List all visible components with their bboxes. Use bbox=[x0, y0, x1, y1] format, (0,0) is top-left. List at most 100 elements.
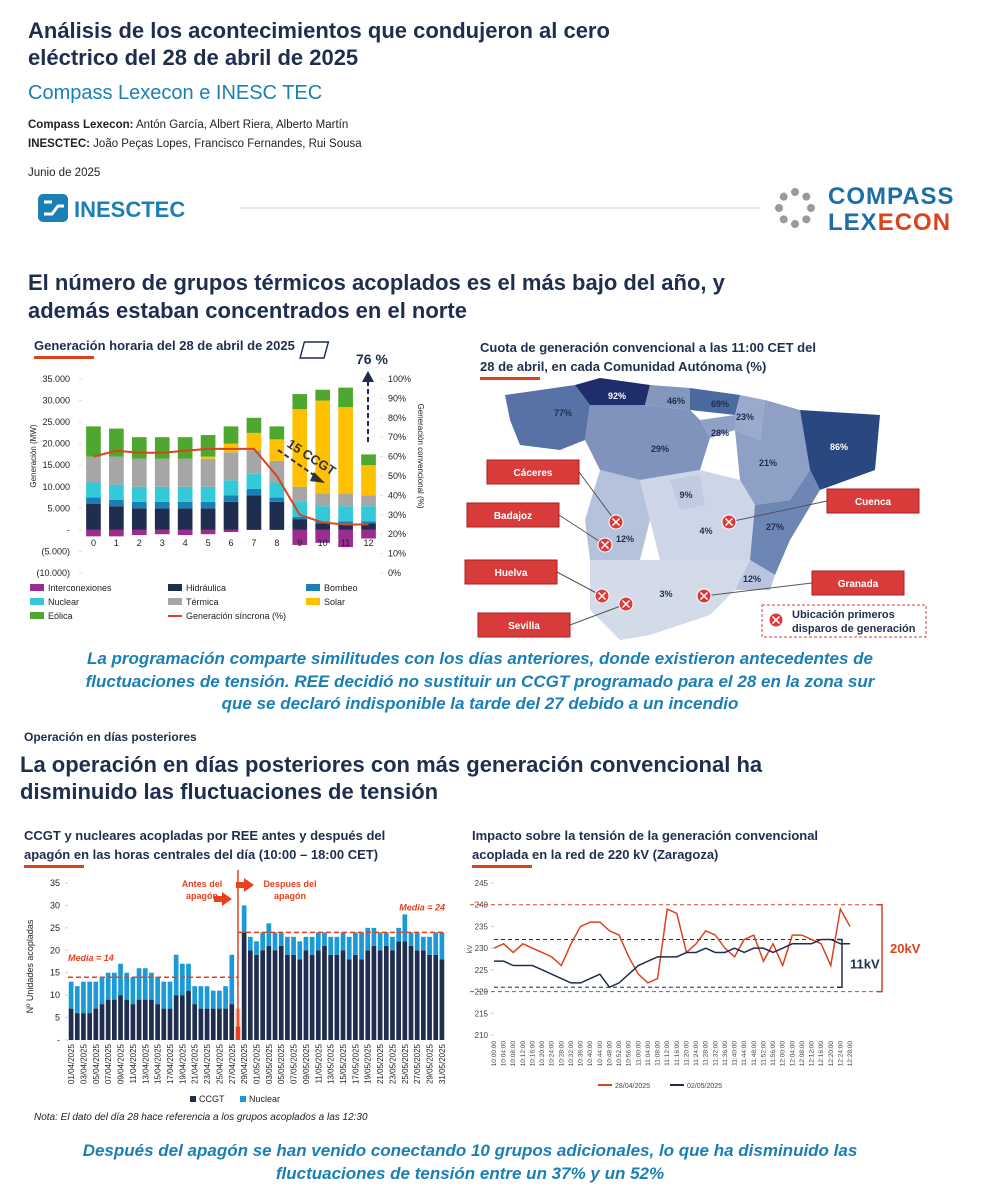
heading: El número de grupos térmicos acoplados e… bbox=[28, 270, 726, 295]
x-tick-label: 17/04/2025 bbox=[166, 1043, 175, 1084]
x-tick-label: 21/05/2025 bbox=[376, 1043, 385, 1084]
bar-segment bbox=[247, 950, 253, 1040]
bar-segment bbox=[297, 959, 303, 1040]
bar-segment bbox=[192, 986, 198, 1005]
bar-segment bbox=[315, 932, 321, 951]
heading: además estaban concentrados en el norte bbox=[28, 298, 467, 323]
bar-segment bbox=[278, 945, 284, 1040]
region bbox=[640, 470, 755, 560]
region-label: 12% bbox=[743, 574, 761, 584]
bar-segment bbox=[74, 1013, 80, 1040]
range-label: 20kV bbox=[890, 941, 921, 956]
callout-label: Badajoz bbox=[494, 511, 532, 522]
bar-segment bbox=[292, 529, 308, 545]
legend-swatch bbox=[30, 584, 44, 591]
y-tick-label: - bbox=[67, 525, 70, 535]
logo-lexecon: LEXECON bbox=[828, 209, 951, 236]
callout-box bbox=[466, 502, 560, 528]
y-tick-label: 230 bbox=[475, 944, 489, 953]
arrow-head bbox=[310, 472, 325, 483]
x-tick-label: 10:08:00 bbox=[510, 1041, 517, 1067]
logo-dot bbox=[791, 188, 799, 196]
logo-dot bbox=[791, 220, 799, 228]
x-tick-label: 12 bbox=[364, 538, 374, 548]
line bbox=[494, 938, 850, 989]
y2-tick-label: 70% bbox=[388, 432, 406, 442]
bar-segment bbox=[334, 936, 340, 955]
legend-label: Solar bbox=[324, 597, 345, 607]
y-tick-label: 25 bbox=[50, 923, 60, 933]
logo-lex: LEX bbox=[828, 209, 878, 236]
trip-marker-x bbox=[699, 591, 709, 601]
x-tick-label: 12:28:00 bbox=[847, 1041, 854, 1067]
legend-label: Nuclear bbox=[249, 1094, 280, 1104]
callout-line bbox=[556, 571, 603, 597]
bar-segment bbox=[154, 458, 170, 487]
bar-segment bbox=[361, 521, 376, 524]
bar-segment bbox=[200, 456, 216, 459]
region bbox=[735, 560, 775, 590]
x-tick-label: 11:44:00 bbox=[741, 1041, 748, 1066]
bar-segment bbox=[260, 932, 266, 951]
bar-segment bbox=[346, 959, 352, 1040]
bar-segment bbox=[131, 501, 147, 509]
bar-segment bbox=[315, 523, 331, 530]
bar-segment bbox=[433, 932, 439, 955]
bar-segment bbox=[93, 981, 99, 1009]
bar-segment bbox=[81, 981, 86, 1014]
bar-segment bbox=[223, 529, 239, 533]
x-tick-label: 1 bbox=[114, 538, 119, 548]
bar-segment bbox=[118, 963, 123, 996]
bar-segment bbox=[402, 941, 408, 1040]
x-tick-label: 11:40:00 bbox=[732, 1041, 739, 1066]
bar-segment bbox=[200, 508, 216, 530]
x-tick-label: 31/05/2025 bbox=[438, 1043, 447, 1084]
period-label: apagón bbox=[274, 891, 306, 901]
x-tick-label: 11 bbox=[341, 538, 350, 548]
x-tick-label: 01/04/2025 bbox=[67, 1043, 76, 1084]
bar-segment bbox=[246, 488, 262, 496]
title-underline bbox=[24, 865, 84, 868]
logo-dot bbox=[807, 204, 815, 212]
bar-segment bbox=[361, 506, 376, 522]
x-tick-label: 7 bbox=[251, 538, 256, 548]
x-tick-label: 11:56:00 bbox=[770, 1041, 777, 1066]
bar-segment bbox=[118, 995, 123, 1040]
bar-segment bbox=[439, 932, 445, 960]
conclusion: que se declaró indisponible la tarde del… bbox=[222, 694, 739, 713]
bar-segment bbox=[365, 950, 371, 1040]
y-tick-label: 10 bbox=[50, 990, 60, 1000]
bar-segment bbox=[74, 986, 80, 1014]
x-tick-label: 10:48:00 bbox=[606, 1041, 613, 1067]
bar-segment bbox=[315, 389, 331, 401]
heading: La operación en días posteriores con más… bbox=[20, 752, 763, 777]
bar-segment bbox=[177, 529, 193, 536]
y-tick-label: 5 bbox=[55, 1013, 60, 1023]
bar-segment bbox=[361, 529, 376, 539]
x-tick-label: 12:12:00 bbox=[809, 1041, 816, 1067]
x-tick-label: 8 bbox=[274, 538, 279, 548]
bar-segment bbox=[241, 932, 247, 1040]
bar-segment bbox=[396, 941, 401, 1040]
bar-segment bbox=[99, 1004, 105, 1040]
period-label: Antes del bbox=[182, 879, 223, 889]
y-tick-label: 35 bbox=[50, 878, 60, 888]
bar-segment bbox=[390, 950, 395, 1040]
region-label: 12% bbox=[616, 534, 634, 544]
y-tick-label: 245 bbox=[475, 879, 489, 888]
y-tick-label: 30.000 bbox=[42, 396, 70, 406]
bar-segment bbox=[303, 950, 309, 1040]
bar-segment bbox=[427, 954, 432, 1040]
bar-segment bbox=[427, 936, 432, 955]
x-tick-label: 15/05/2025 bbox=[339, 1043, 348, 1084]
x-tick-label: 0 bbox=[91, 538, 96, 548]
callout-label: Huelva bbox=[495, 568, 528, 579]
bar-segment bbox=[179, 963, 185, 996]
map-title: Cuota de generación convencional a las 1… bbox=[480, 340, 816, 355]
chart-title: acoplada en la red de 220 kV (Zaragoza) bbox=[472, 847, 718, 862]
bar-segment bbox=[229, 954, 235, 1005]
map-title: 28 de abril, en cada Comunidad Autónoma … bbox=[480, 359, 766, 374]
x-tick-label: 6 bbox=[228, 538, 233, 548]
x-tick-label: 11:20:00 bbox=[683, 1041, 690, 1066]
bar-segment bbox=[161, 1008, 167, 1040]
